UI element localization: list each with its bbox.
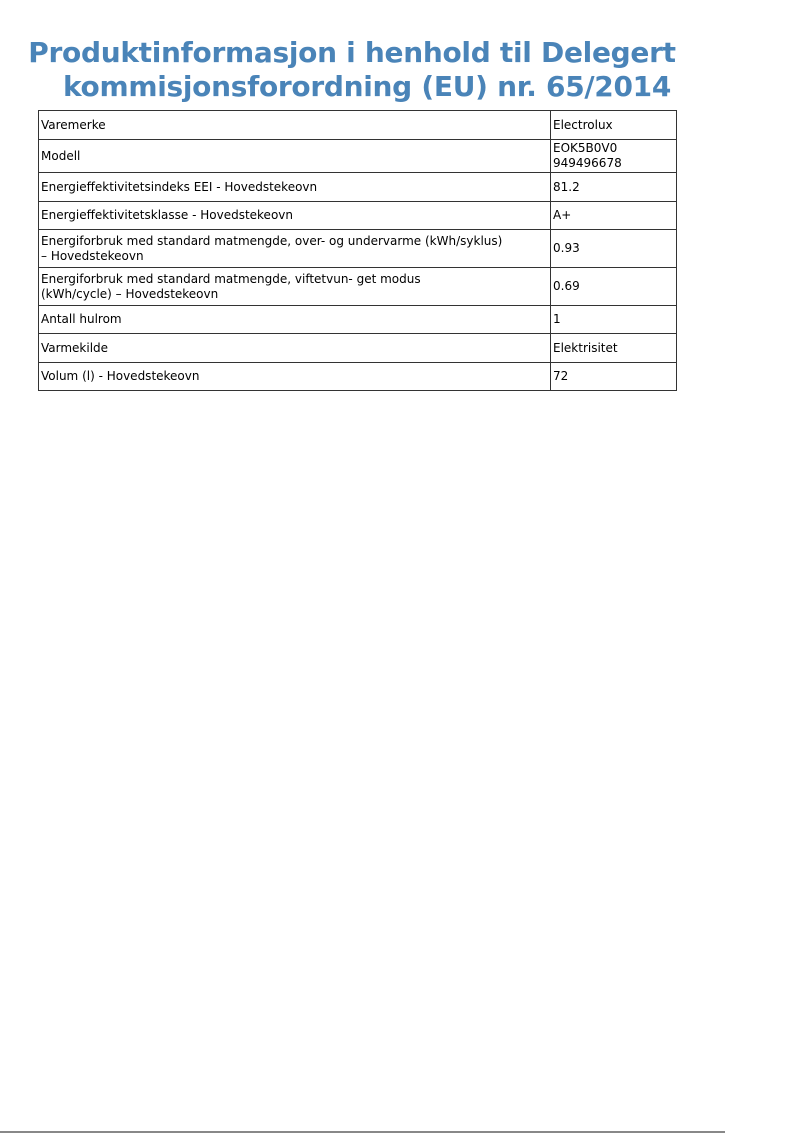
- row-value: Electrolux: [550, 110, 677, 140]
- row-label: Volum (l) - Hovedstekeovn: [38, 362, 551, 391]
- row-label: Energiforbruk med standard matmengde, ov…: [38, 229, 551, 268]
- row-value: Elektrisitet: [550, 333, 677, 363]
- row-label: Antall hulrom: [38, 305, 551, 334]
- row-label: Modell: [38, 139, 551, 173]
- title-line-1: Produktinformasjon i henhold til Deleger…: [28, 36, 676, 69]
- table-row: Varemerke Electrolux: [38, 110, 677, 140]
- table-row: Varmekilde Elektrisitet: [38, 333, 677, 363]
- row-label: Energieffektivitetsklasse - Hovedstekeov…: [38, 201, 551, 230]
- table-row: Energieffektivitetsklasse - Hovedstekeov…: [38, 201, 677, 230]
- table-row: Energieffektivitetsindeks EEI - Hovedste…: [38, 172, 677, 202]
- row-value: 72: [550, 362, 677, 391]
- row-value: 0.93: [550, 229, 677, 268]
- table-row: Antall hulrom 1: [38, 305, 677, 334]
- product-info-table: Varemerke Electrolux Modell EOK5B0V0 94949…: [38, 110, 677, 391]
- row-label: Energieffektivitetsindeks EEI - Hovedste…: [38, 172, 551, 202]
- table-row: Energiforbruk med standard matmengde, vi…: [38, 267, 677, 306]
- row-value: 0.69: [550, 267, 677, 306]
- row-value: 1: [550, 305, 677, 334]
- table-row: Modell EOK5B0V0 949496678: [38, 139, 677, 173]
- page-bottom-divider: [0, 1131, 725, 1133]
- row-label: Varemerke: [38, 110, 551, 140]
- table-row: Volum (l) - Hovedstekeovn 72: [38, 362, 677, 391]
- row-value: EOK5B0V0 949496678: [550, 139, 677, 173]
- row-value: 81.2: [550, 172, 677, 202]
- title-line-2: kommisjonsforordning (EU) nr. 65/2014: [62, 70, 672, 103]
- table-row: Energiforbruk med standard matmengde, ov…: [38, 229, 677, 268]
- row-label: Energiforbruk med standard matmengde, vi…: [38, 267, 551, 306]
- row-label: Varmekilde: [38, 333, 551, 363]
- row-value: A+: [550, 201, 677, 230]
- page-title: Produktinformasjon i henhold til Deleger…: [0, 36, 704, 104]
